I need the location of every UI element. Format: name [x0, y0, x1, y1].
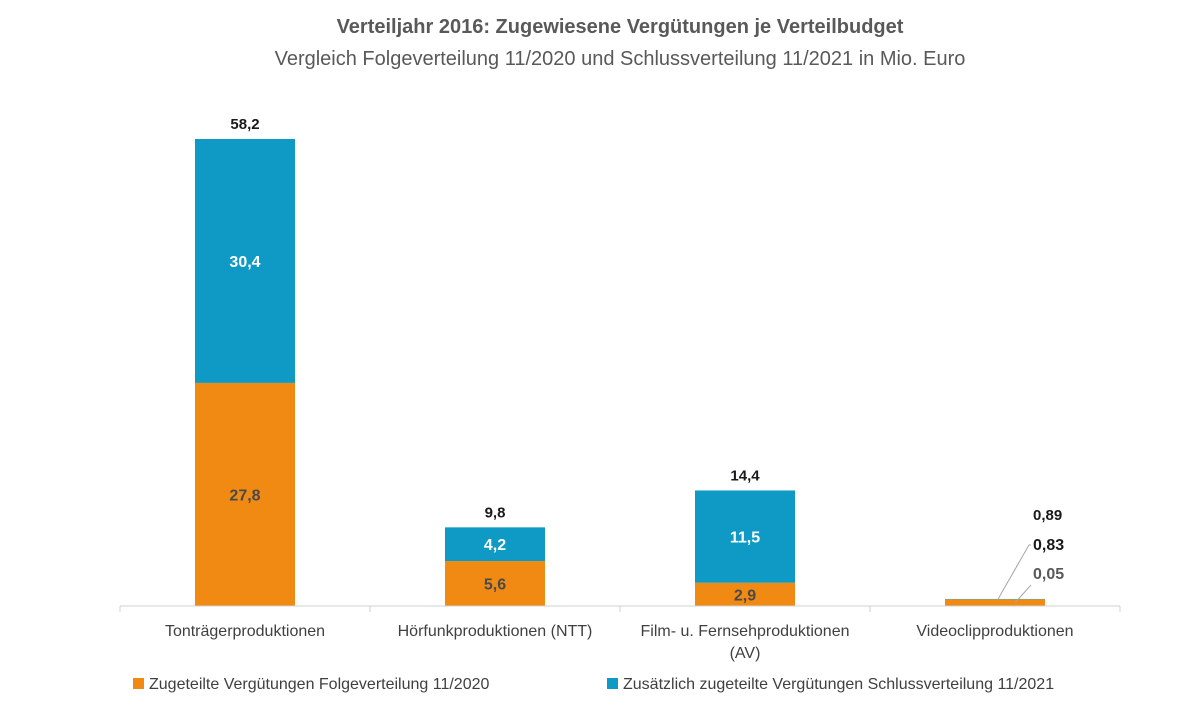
data-label: 4,2 [484, 537, 506, 554]
total-label: 0,89 [1033, 507, 1062, 524]
x-axis-ticks [119, 606, 1121, 612]
data-label: 5,6 [484, 577, 506, 594]
legend: Zugeteilte Vergütungen Folgeverteilung 1… [133, 676, 1054, 693]
chart-subtitle: Vergleich Folgeverteilung 11/2020 und Sc… [275, 48, 966, 70]
bar-segment-folgeverteilung [945, 599, 1045, 606]
bar-segment-schlussverteilung [195, 139, 295, 383]
bar-segment-folgeverteilung [445, 561, 545, 606]
category-label: Videoclipproduktionen [916, 623, 1073, 640]
data-label: 0,05 [1033, 566, 1064, 583]
category-label: Film- u. Fernsehproduktionen [641, 623, 850, 640]
bars-group: 27,8 30,4 58,2 5,6 4,2 9,8 2,9 11,5 14,4 0,89 0,83… [195, 116, 1064, 606]
total-label: 9,8 [485, 504, 506, 521]
bar-segment-schlussverteilung [695, 490, 795, 583]
bar-segment-folgeverteilung [695, 582, 795, 606]
bar-segment-folgeverteilung [195, 382, 295, 606]
total-label: 14,4 [730, 467, 760, 484]
bar-segment-schlussverteilung [445, 527, 545, 562]
category-label: Tonträgerproduktionen [165, 623, 325, 640]
data-label: 27,8 [229, 487, 260, 504]
leader-line [996, 544, 1031, 602]
data-label: 0,83 [1033, 537, 1064, 554]
legend-label: Zusätzlich zugeteilte Vergütungen Schlus… [623, 676, 1054, 693]
data-label: 11,5 [730, 530, 760, 547]
data-label: 2,9 [734, 587, 756, 604]
category-label: Hörfunkproduktionen (NTT) [398, 623, 593, 640]
data-label: 30,4 [229, 254, 260, 271]
legend-swatch [133, 678, 144, 689]
leader-line [1014, 584, 1032, 604]
category-labels: Tonträgerproduktionen Hörfunkproduktionen… [165, 623, 1074, 662]
legend-swatch [607, 678, 618, 689]
legend-label: Zugeteilte Vergütungen Folgeverteilung 1… [149, 676, 490, 693]
category-label: (AV) [730, 645, 761, 662]
chart-title: Verteiljahr 2016: Zugewiesene Vergütunge… [337, 16, 904, 38]
total-label: 58,2 [230, 116, 259, 133]
